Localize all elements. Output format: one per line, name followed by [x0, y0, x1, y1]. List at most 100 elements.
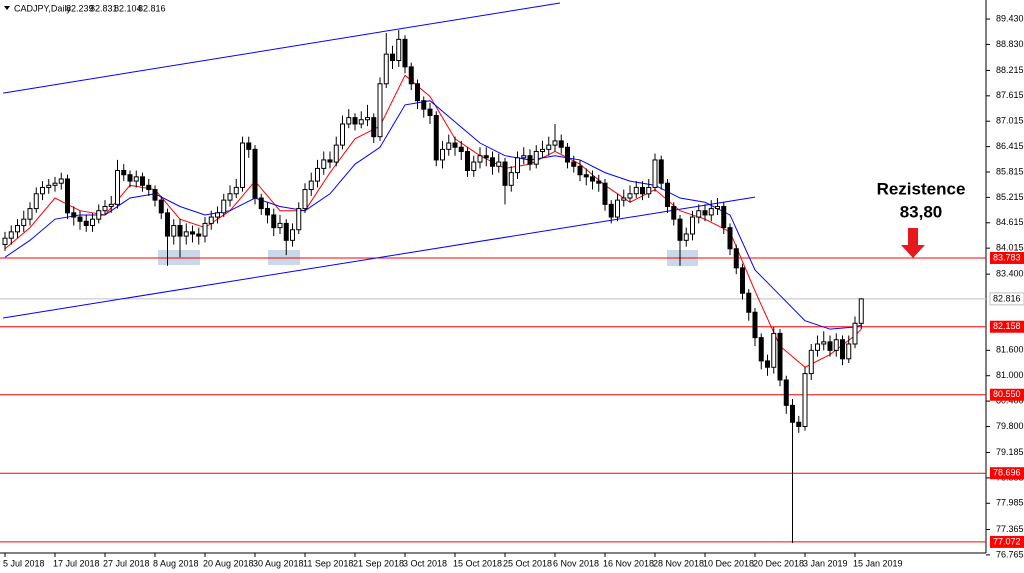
candle-body	[527, 155, 533, 165]
candle-body	[202, 222, 208, 237]
candle-body	[483, 155, 489, 159]
candle-body	[602, 182, 608, 205]
y-tick-label: 76.765	[996, 549, 1024, 559]
candle-body	[565, 146, 570, 163]
candle-body	[296, 208, 302, 231]
candle-body	[615, 199, 620, 218]
candle-body	[240, 142, 245, 188]
x-tick-label: 28 Nov 2018	[653, 558, 704, 568]
candle-body	[140, 176, 145, 186]
candle-body	[596, 180, 602, 184]
candle-body	[308, 180, 314, 191]
candle-body	[440, 148, 445, 161]
candle-body	[333, 144, 339, 163]
candle-body	[427, 108, 433, 117]
candle-body	[52, 182, 58, 186]
candle-body	[840, 339, 845, 360]
candle-body	[21, 218, 27, 227]
candle-body	[521, 155, 527, 159]
candle-body	[590, 176, 595, 182]
ohlc-open: 82.239	[66, 3, 94, 13]
y-tick-label: 87.615	[996, 90, 1024, 100]
y-tick-label: 77.365	[996, 524, 1024, 534]
candle-body	[552, 140, 558, 146]
candle-body	[846, 343, 852, 360]
candle-body	[471, 161, 477, 172]
menu-icon[interactable]	[4, 6, 10, 10]
candle-body	[696, 210, 702, 218]
level-label: 83.783	[993, 252, 1021, 262]
candle-body	[221, 199, 227, 214]
candle-body	[733, 248, 739, 269]
candle-body	[58, 178, 64, 184]
candle-body	[633, 186, 639, 195]
candle-body	[683, 233, 689, 241]
candle-body	[833, 339, 839, 351]
x-tick-label: 20 Dec 2018	[753, 558, 804, 568]
y-tick-label: 88.215	[996, 65, 1024, 75]
candle-body	[71, 212, 77, 218]
candle-body	[458, 146, 464, 152]
candle-body	[352, 117, 358, 125]
candle-body	[852, 322, 858, 345]
candle-body	[752, 311, 758, 339]
candle-body	[208, 216, 214, 224]
candle-body	[102, 205, 108, 212]
x-tick-label: 16 Nov 2018	[603, 558, 654, 568]
candle-body	[402, 38, 408, 68]
price-label: 82.816	[993, 293, 1021, 303]
candle-body	[665, 182, 670, 207]
level-label-box	[990, 467, 1024, 480]
y-tick-label: 84.015	[996, 243, 1024, 253]
y-tick-label: 84.615	[996, 217, 1024, 227]
candle-body	[302, 189, 308, 210]
candle-body	[558, 140, 564, 148]
candle-body	[640, 186, 645, 195]
y-tick-label: 79.800	[996, 421, 1024, 431]
candle-body	[652, 159, 658, 188]
candle-body	[808, 349, 814, 375]
y-tick-label: 79.185	[996, 447, 1024, 457]
arrow	[901, 228, 925, 258]
candle-body	[90, 218, 95, 227]
level-label-box	[990, 251, 1024, 264]
price-label-box	[989, 292, 1024, 306]
x-tick-label: 20 Aug 2018	[203, 558, 254, 568]
candle-body	[15, 225, 20, 233]
y-tick-label: 88.830	[996, 39, 1024, 49]
candle-body	[796, 421, 802, 427]
candle-body	[283, 222, 289, 241]
ohlc-low: 82.104	[114, 3, 142, 13]
candle-body	[746, 292, 752, 313]
candle-body	[765, 360, 770, 368]
candle-body	[121, 170, 127, 176]
candle-body	[646, 186, 652, 195]
candle-body	[46, 184, 52, 188]
candle-body	[165, 212, 170, 237]
candle-body	[146, 184, 152, 191]
level-label: 82.158	[993, 321, 1021, 331]
candle-body	[265, 208, 270, 216]
level-label: 78.696	[993, 468, 1021, 478]
candle-body	[415, 83, 420, 102]
x-tick-label: 15 Oct 2018	[453, 558, 502, 568]
y-tick-label: 83.400	[996, 269, 1024, 279]
level-label: 80.550	[993, 389, 1021, 399]
x-tick-label: 6 Nov 2018	[553, 558, 599, 568]
candle-body	[715, 205, 720, 210]
x-tick-label: 11 Sep 2018	[303, 558, 353, 568]
candle-body	[96, 210, 102, 220]
level-label-box	[990, 320, 1024, 333]
candle-body	[371, 117, 377, 138]
candle-body	[365, 117, 370, 121]
candle-body	[327, 159, 333, 163]
candle-body	[196, 233, 202, 237]
x-tick-label: 15 Jan 2019	[853, 558, 903, 568]
y-tick-label: 77.985	[996, 498, 1024, 508]
candle-body	[740, 267, 745, 294]
annotation: Rezistence	[877, 179, 966, 198]
candle-body	[546, 144, 552, 150]
candle-body	[571, 161, 577, 167]
candle-body	[377, 83, 383, 138]
